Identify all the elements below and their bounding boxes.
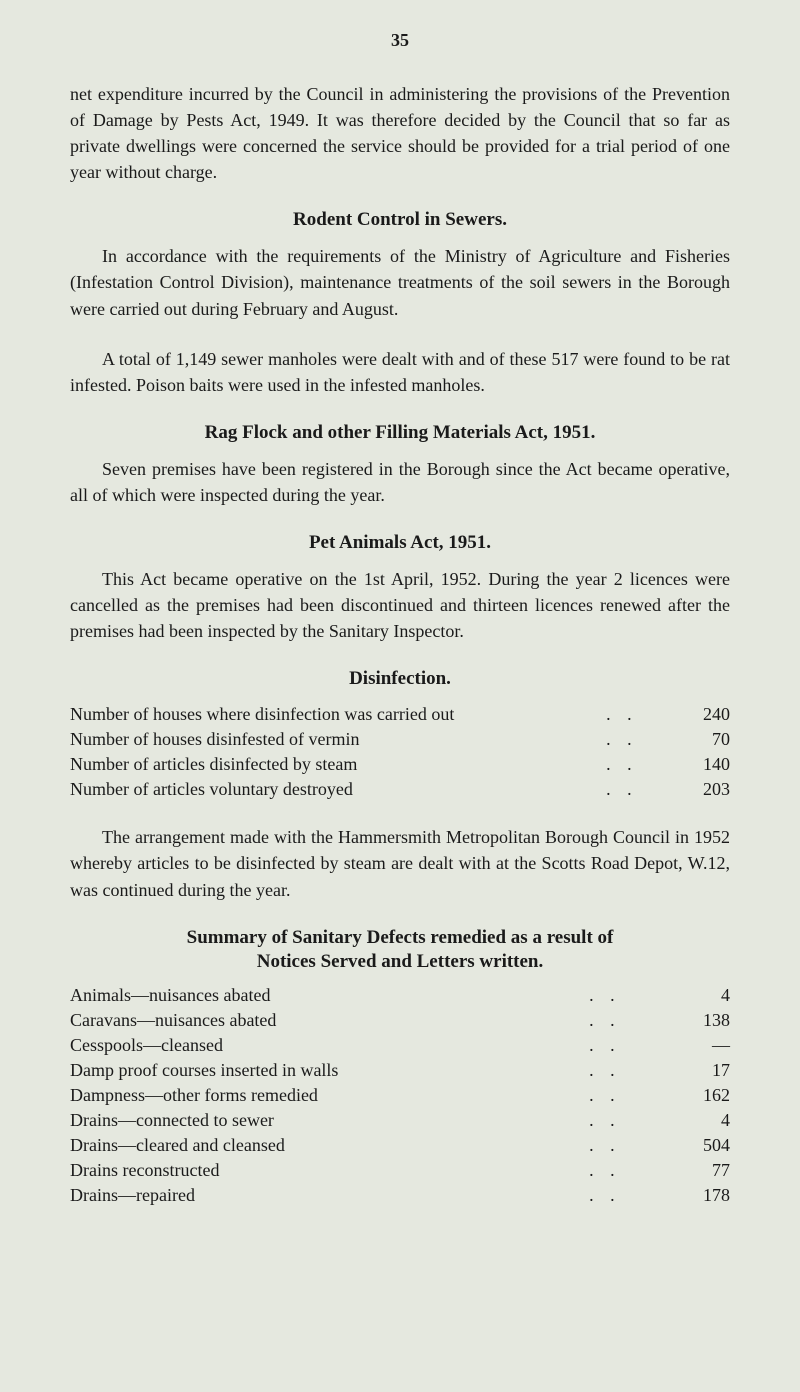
pet-animals-heading: Pet Animals Act, 1951. [70,532,730,554]
stat-value: 140 [650,752,730,777]
summary-subheading: Notices Served and Letters written. [70,951,730,973]
stat-label: Number of houses disinfested of vermin [70,727,606,752]
table-row: Number of articles disinfected by steam.… [70,752,730,777]
stat-label: Damp proof courses inserted in walls [70,1058,589,1083]
leader-dots: . . [589,1008,650,1033]
table-row: Dampness—other forms remedied. .162 [70,1083,730,1108]
stat-label: Drains reconstructed [70,1158,589,1183]
table-row: Drains—repaired. .178 [70,1183,730,1208]
stat-label: Cesspools—cleansed [70,1033,589,1058]
table-row: Damp proof courses inserted in walls. .1… [70,1058,730,1083]
rodent-paragraph-1: In accordance with the requirements of t… [70,243,730,321]
leader-dots: . . [589,1183,650,1208]
rag-flock-heading: Rag Flock and other Filling Materials Ac… [70,422,730,444]
table-row: Animals—nuisances abated. .4 [70,983,730,1008]
stat-value: 138 [650,1008,730,1033]
rodent-paragraph-2: A total of 1,149 sewer manholes were dea… [70,346,730,398]
table-row: Number of houses disinfested of vermin. … [70,727,730,752]
stat-value: 17 [650,1058,730,1083]
stat-value: 162 [650,1083,730,1108]
stat-value: 203 [650,777,730,802]
summary-stats-table: Animals—nuisances abated. .4Caravans—nui… [70,983,730,1208]
stat-label: Dampness—other forms remedied [70,1083,589,1108]
leader-dots: . . [589,1158,650,1183]
leader-dots: . . [589,983,650,1008]
stat-label: Drains—connected to sewer [70,1108,589,1133]
leader-dots: . . [589,1108,650,1133]
stat-label: Caravans—nuisances abated [70,1008,589,1033]
stat-value: 178 [650,1183,730,1208]
intro-paragraph: net expenditure incurred by the Council … [70,81,730,185]
stat-value: 77 [650,1158,730,1183]
table-row: Drains reconstructed. .77 [70,1158,730,1183]
table-row: Caravans—nuisances abated. .138 [70,1008,730,1033]
stat-value: 504 [650,1133,730,1158]
stat-value: 240 [650,702,730,727]
disinfection-followup-paragraph: The arrangement made with the Hammersmit… [70,824,730,902]
disinfection-stats-table: Number of houses where disinfection was … [70,702,730,802]
stat-label: Animals—nuisances abated [70,983,589,1008]
disinfection-heading: Disinfection. [70,668,730,690]
table-row: Number of articles voluntary destroyed. … [70,777,730,802]
stat-value: 70 [650,727,730,752]
table-row: Drains—connected to sewer. .4 [70,1108,730,1133]
leader-dots: . . [606,752,650,777]
document-page: 35 net expenditure incurred by the Counc… [0,0,800,1392]
stat-label: Number of articles voluntary destroyed [70,777,606,802]
page-number: 35 [70,30,730,51]
summary-heading: Summary of Sanitary Defects remedied as … [70,927,730,949]
leader-dots: . . [589,1033,650,1058]
leader-dots: . . [589,1083,650,1108]
leader-dots: . . [606,777,650,802]
pet-paragraph: This Act became operative on the 1st Apr… [70,566,730,644]
stat-label: Number of houses where disinfection was … [70,702,606,727]
stat-label: Number of articles disinfected by steam [70,752,606,777]
table-row: Drains—cleared and cleansed. .504 [70,1133,730,1158]
stat-value: — [650,1033,730,1058]
leader-dots: . . [589,1133,650,1158]
stat-label: Drains—cleared and cleansed [70,1133,589,1158]
table-row: Number of houses where disinfection was … [70,702,730,727]
rodent-control-heading: Rodent Control in Sewers. [70,209,730,231]
leader-dots: . . [606,702,650,727]
leader-dots: . . [589,1058,650,1083]
rag-paragraph: Seven premises have been registered in t… [70,456,730,508]
stat-value: 4 [650,983,730,1008]
stat-value: 4 [650,1108,730,1133]
leader-dots: . . [606,727,650,752]
stat-label: Drains—repaired [70,1183,589,1208]
table-row: Cesspools—cleansed. .— [70,1033,730,1058]
